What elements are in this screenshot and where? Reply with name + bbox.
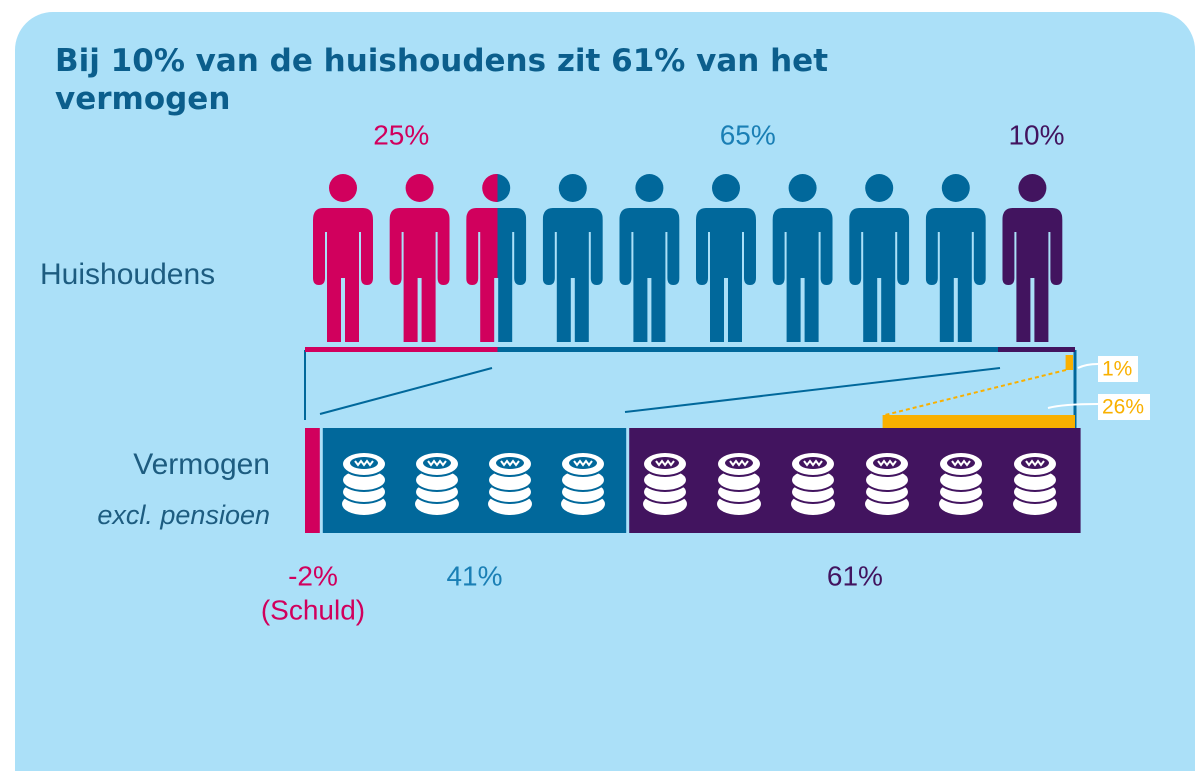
person [772,174,833,342]
wealth-label: -2% [288,560,338,591]
top-bar [882,415,1075,428]
connectors [304,350,1099,428]
wealth-label: 61% [827,560,883,591]
person [696,174,756,342]
household-label: 25% [373,119,429,150]
wealth-bar [629,428,1081,533]
household-label: 65% [720,119,776,150]
connector [884,369,1067,416]
person [849,174,910,342]
top-label: 26% [1102,396,1144,419]
top-label-box [1098,356,1138,382]
household-bar [497,347,998,352]
title: Bij 10% van de huishoudens zit 61% van h… [55,43,829,117]
top-label-box [1098,394,1150,420]
card [15,12,1195,771]
top-bar [1065,355,1073,370]
row-label-note: excl. pensioen [97,500,270,530]
person [313,174,373,342]
person [925,174,986,342]
person [389,174,450,342]
wealth-label: 41% [446,560,502,591]
person [1002,174,1063,342]
row-label: Huishoudens [40,258,215,291]
wealth-bar [305,428,320,533]
person [542,174,603,342]
household-bar [305,347,498,352]
top-label: 1% [1102,358,1132,381]
row-label: Vermogen [133,448,270,481]
wealth-note: (Schuld) [261,594,365,625]
person [619,174,680,342]
household-label: 10% [1008,119,1064,150]
household-bar [998,347,1075,352]
